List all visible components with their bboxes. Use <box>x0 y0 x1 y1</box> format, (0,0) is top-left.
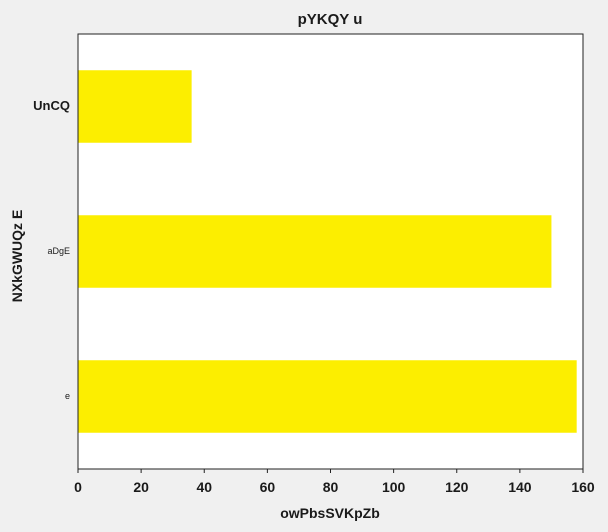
y-tick-label: UnCQ <box>33 98 70 113</box>
x-tick-label: 20 <box>133 479 149 495</box>
bar-1 <box>78 215 552 288</box>
x-tick-label: 160 <box>571 479 595 495</box>
bars-group <box>78 70 577 433</box>
x-tick-label: 0 <box>74 479 82 495</box>
x-axis-label: owPbsSVKpZb <box>280 505 380 521</box>
x-ticks-group: 0 20 40 60 80 100 120 140 160 <box>74 469 595 495</box>
chart-title: pYKQY u <box>298 11 363 28</box>
x-tick-label: 100 <box>382 479 406 495</box>
x-tick-label: 80 <box>323 479 339 495</box>
y-axis-label: NXkGWUQz E <box>9 210 25 303</box>
y-tick-label: e <box>65 391 70 401</box>
x-tick-label: 60 <box>260 479 276 495</box>
bar-2 <box>78 360 577 433</box>
x-tick-label: 40 <box>196 479 212 495</box>
y-ticks-group: UnCQ aDgE e <box>33 98 70 401</box>
y-tick-label: aDgE <box>47 246 70 256</box>
bar-0 <box>78 70 192 143</box>
x-tick-label: 120 <box>445 479 469 495</box>
x-tick-label: 140 <box>508 479 532 495</box>
